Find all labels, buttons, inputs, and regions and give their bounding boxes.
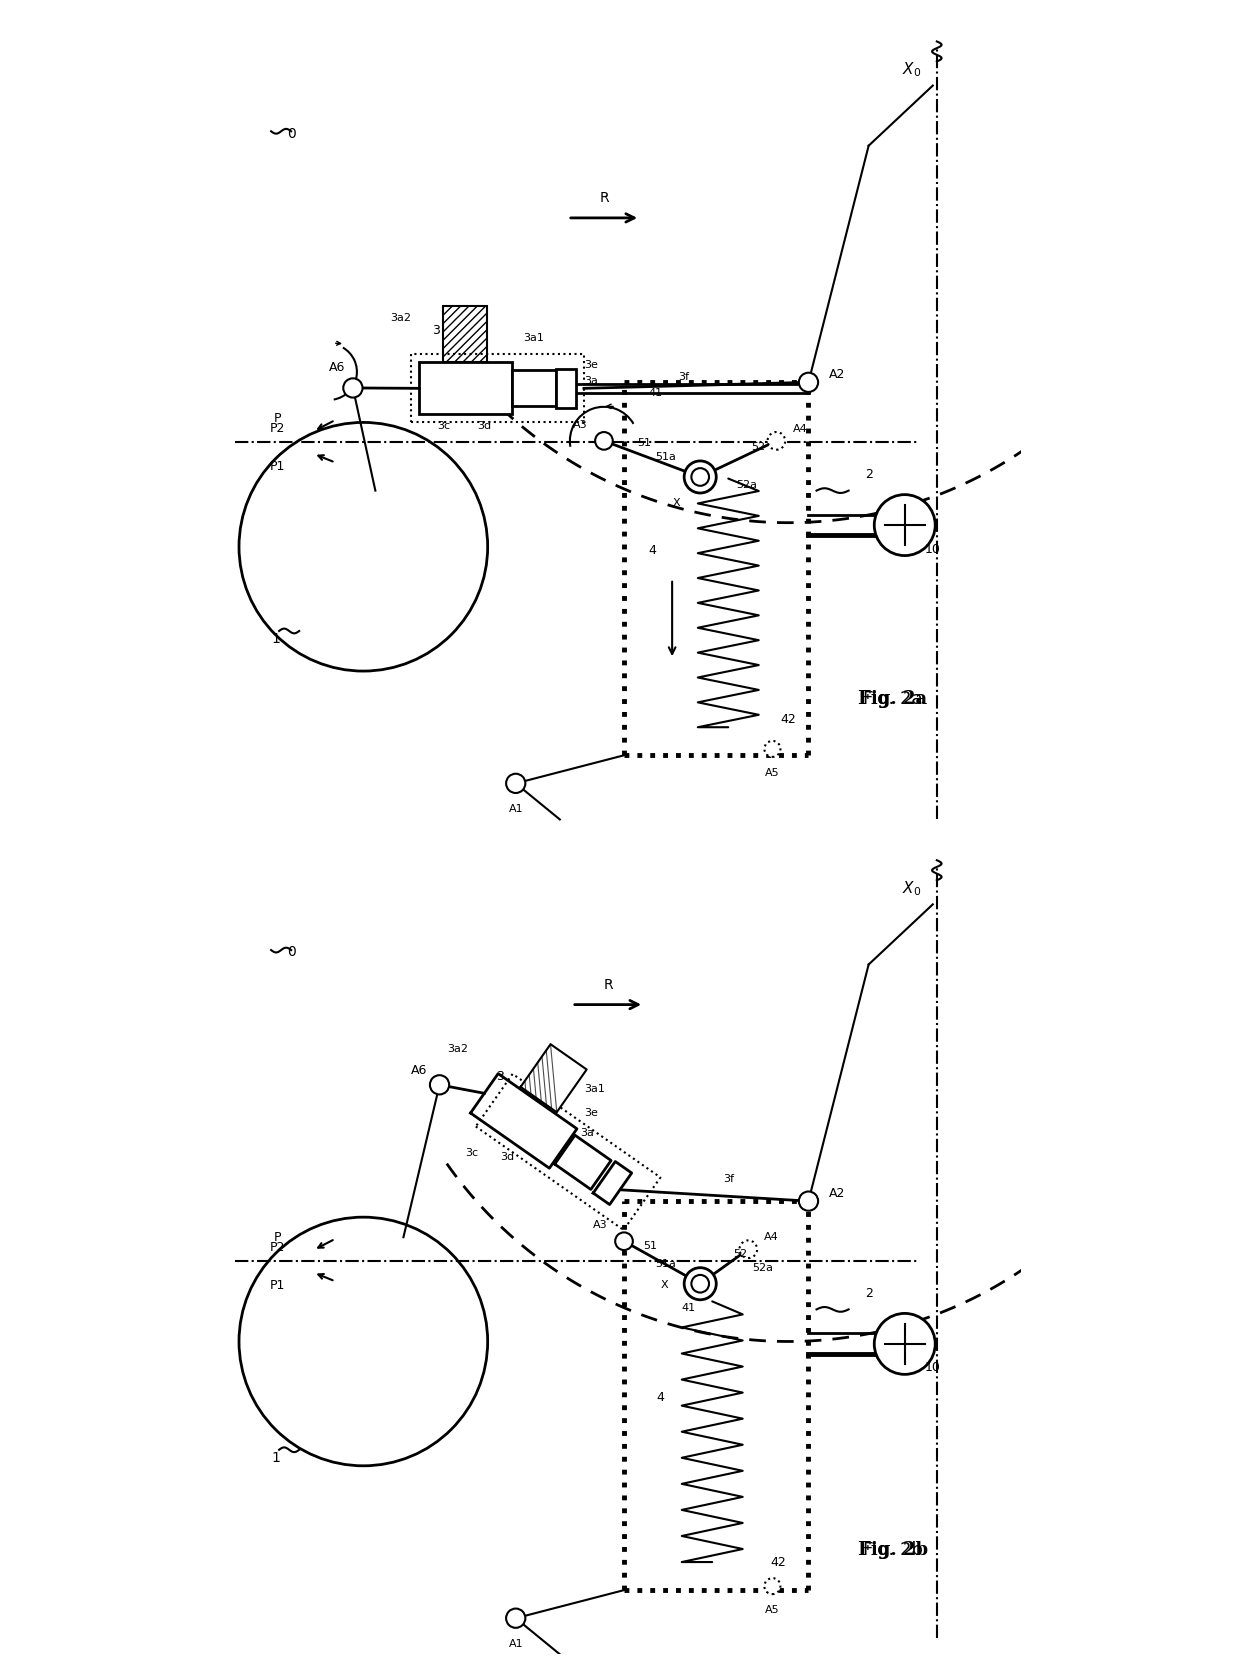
Text: 42: 42 bbox=[771, 1556, 786, 1569]
Text: A5: A5 bbox=[765, 1606, 780, 1616]
Text: P1: P1 bbox=[269, 1278, 285, 1292]
Text: Fig. 2b: Fig. 2b bbox=[858, 1541, 928, 1559]
Circle shape bbox=[684, 461, 717, 493]
Circle shape bbox=[874, 1313, 935, 1374]
Circle shape bbox=[430, 1074, 449, 1095]
Text: A3: A3 bbox=[573, 419, 588, 429]
Text: A4: A4 bbox=[792, 424, 807, 434]
Text: 10: 10 bbox=[925, 1362, 941, 1375]
Text: 3a2: 3a2 bbox=[448, 1044, 469, 1054]
Circle shape bbox=[692, 468, 709, 486]
Text: Fig. 2b: Fig. 2b bbox=[863, 1541, 923, 1559]
Text: Fig. 2a: Fig. 2a bbox=[863, 690, 923, 709]
Text: A1: A1 bbox=[508, 804, 523, 814]
Text: 3e: 3e bbox=[584, 359, 598, 369]
Text: 3f: 3f bbox=[723, 1175, 734, 1185]
Text: X: X bbox=[672, 498, 680, 508]
Text: A6: A6 bbox=[412, 1064, 428, 1076]
Circle shape bbox=[768, 433, 785, 449]
Circle shape bbox=[684, 1268, 717, 1300]
Text: 52: 52 bbox=[751, 441, 765, 451]
Text: P2: P2 bbox=[269, 1242, 285, 1255]
Text: 51a: 51a bbox=[655, 451, 676, 461]
Text: A1: A1 bbox=[508, 1639, 523, 1649]
Text: 51a: 51a bbox=[655, 1258, 676, 1268]
Polygon shape bbox=[593, 1161, 631, 1205]
Text: 41: 41 bbox=[649, 388, 662, 398]
Text: 3a1: 3a1 bbox=[584, 1084, 605, 1095]
Text: 1: 1 bbox=[272, 1450, 280, 1465]
Text: P: P bbox=[274, 1232, 281, 1243]
Text: R: R bbox=[599, 190, 609, 206]
Bar bbox=[419, 363, 512, 414]
Bar bbox=[512, 371, 556, 406]
Text: 0: 0 bbox=[288, 127, 296, 140]
Polygon shape bbox=[470, 1073, 577, 1168]
Text: 52a: 52a bbox=[737, 480, 758, 490]
Text: A5: A5 bbox=[765, 769, 780, 779]
Text: 4: 4 bbox=[656, 1392, 665, 1404]
Text: 3d: 3d bbox=[501, 1151, 515, 1161]
Text: 3: 3 bbox=[496, 1071, 503, 1083]
Text: 1: 1 bbox=[272, 632, 280, 647]
Bar bbox=[443, 306, 486, 363]
Circle shape bbox=[506, 1609, 526, 1628]
Text: 51: 51 bbox=[644, 1242, 657, 1252]
Text: 42: 42 bbox=[780, 714, 796, 725]
Circle shape bbox=[343, 378, 362, 398]
Polygon shape bbox=[521, 1044, 587, 1113]
Text: 2: 2 bbox=[864, 1287, 873, 1300]
Text: A3: A3 bbox=[594, 1220, 608, 1230]
Circle shape bbox=[764, 740, 780, 757]
Text: P2: P2 bbox=[269, 423, 285, 436]
Text: A2: A2 bbox=[828, 368, 844, 381]
Text: 3a: 3a bbox=[584, 376, 598, 386]
Circle shape bbox=[874, 495, 935, 555]
Text: 10: 10 bbox=[925, 543, 941, 556]
Text: 3d: 3d bbox=[477, 421, 491, 431]
Text: 52a: 52a bbox=[753, 1263, 774, 1273]
Circle shape bbox=[595, 433, 613, 449]
Circle shape bbox=[506, 774, 526, 794]
Text: $X_0$: $X_0$ bbox=[901, 879, 921, 897]
Circle shape bbox=[692, 1275, 709, 1293]
Text: 3f: 3f bbox=[678, 373, 689, 383]
Text: 0: 0 bbox=[288, 946, 296, 959]
Circle shape bbox=[615, 1233, 632, 1250]
Text: A2: A2 bbox=[828, 1186, 844, 1200]
Text: 2: 2 bbox=[864, 468, 873, 481]
Text: 3a: 3a bbox=[580, 1128, 594, 1138]
Text: P1: P1 bbox=[269, 460, 285, 473]
Bar bbox=[556, 369, 575, 408]
Text: P: P bbox=[274, 413, 281, 424]
Circle shape bbox=[799, 373, 818, 393]
Text: 3c: 3c bbox=[436, 421, 450, 431]
Text: 3a2: 3a2 bbox=[391, 312, 412, 323]
Text: X: X bbox=[661, 1280, 668, 1290]
Text: 3a1: 3a1 bbox=[523, 333, 543, 343]
Polygon shape bbox=[554, 1135, 611, 1190]
Text: 3c: 3c bbox=[465, 1148, 479, 1158]
Circle shape bbox=[799, 1191, 818, 1211]
Text: 4: 4 bbox=[649, 545, 656, 556]
Text: 41: 41 bbox=[681, 1303, 696, 1313]
Text: 52: 52 bbox=[733, 1250, 748, 1260]
Text: $X_0$: $X_0$ bbox=[901, 60, 921, 79]
Bar bbox=[412, 354, 584, 423]
Text: 3: 3 bbox=[432, 324, 439, 336]
Text: 51: 51 bbox=[637, 438, 651, 448]
Text: R: R bbox=[603, 978, 613, 991]
Text: A6: A6 bbox=[329, 361, 345, 374]
Text: A4: A4 bbox=[764, 1232, 779, 1242]
Text: 3e: 3e bbox=[584, 1108, 598, 1118]
Text: Fig. 2a: Fig. 2a bbox=[858, 690, 928, 709]
Circle shape bbox=[764, 1577, 780, 1594]
Circle shape bbox=[739, 1240, 758, 1258]
